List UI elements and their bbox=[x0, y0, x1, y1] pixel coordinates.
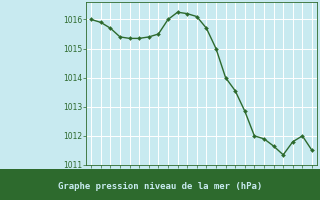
Text: Graphe pression niveau de la mer (hPa): Graphe pression niveau de la mer (hPa) bbox=[58, 182, 262, 191]
